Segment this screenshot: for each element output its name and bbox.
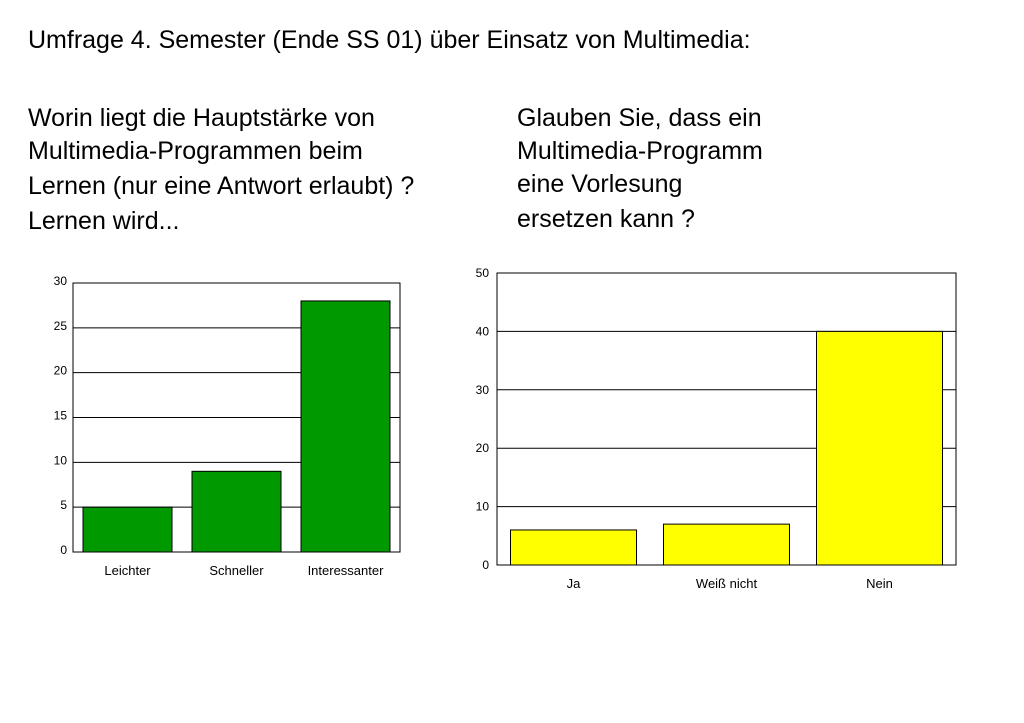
y-tick-label: 30	[54, 274, 68, 288]
bar	[816, 330, 943, 566]
y-tick-label: 0	[482, 558, 489, 572]
category-label: Weiß nicht	[696, 576, 758, 591]
question-left-line-4: Lernen wird...	[28, 207, 180, 235]
question-right-line-4: ersetzen kann ?	[517, 205, 695, 233]
y-tick-label: 10	[54, 453, 68, 467]
y-tick-label: 40	[476, 324, 490, 338]
y-tick-label: 20	[476, 441, 490, 455]
y-tick-label: 10	[476, 500, 490, 514]
bar	[663, 523, 790, 566]
bar	[300, 300, 391, 553]
question-right: Glauben Sie, dass ein Multimedia-Program…	[517, 102, 763, 236]
category-label: Schneller	[209, 563, 264, 578]
category-label: Nein	[866, 576, 893, 591]
y-tick-label: 25	[54, 319, 68, 333]
bar	[510, 529, 637, 566]
question-left-line-2: Multimedia-Programmen beim	[28, 137, 363, 165]
y-tick-label: 20	[54, 364, 68, 378]
y-tick-label: 15	[54, 409, 68, 423]
question-left: Worin liegt die Hauptstärke von Multimed…	[28, 102, 414, 238]
question-right-line-2: Multimedia-Programm	[517, 137, 763, 165]
category-label: Leichter	[104, 563, 151, 578]
question-right-line-1: Glauben Sie, dass ein	[517, 104, 762, 132]
y-tick-label: 30	[476, 383, 490, 397]
category-label: Interessanter	[308, 563, 385, 578]
y-tick-label: 5	[60, 498, 67, 512]
bar	[82, 506, 173, 553]
question-left-line-3: Lernen (nur eine Antwort erlaubt) ?	[28, 172, 415, 200]
y-tick-label: 0	[60, 543, 67, 557]
bar	[191, 470, 282, 553]
category-label: Ja	[567, 576, 582, 591]
question-right-line-3: eine Vorlesung	[517, 170, 683, 198]
y-tick-label: 50	[476, 266, 490, 280]
question-left-line-1: Worin liegt die Hauptstärke von	[28, 104, 375, 132]
slide-title: Umfrage 4. Semester (Ende SS 01) über Ei…	[28, 26, 751, 54]
